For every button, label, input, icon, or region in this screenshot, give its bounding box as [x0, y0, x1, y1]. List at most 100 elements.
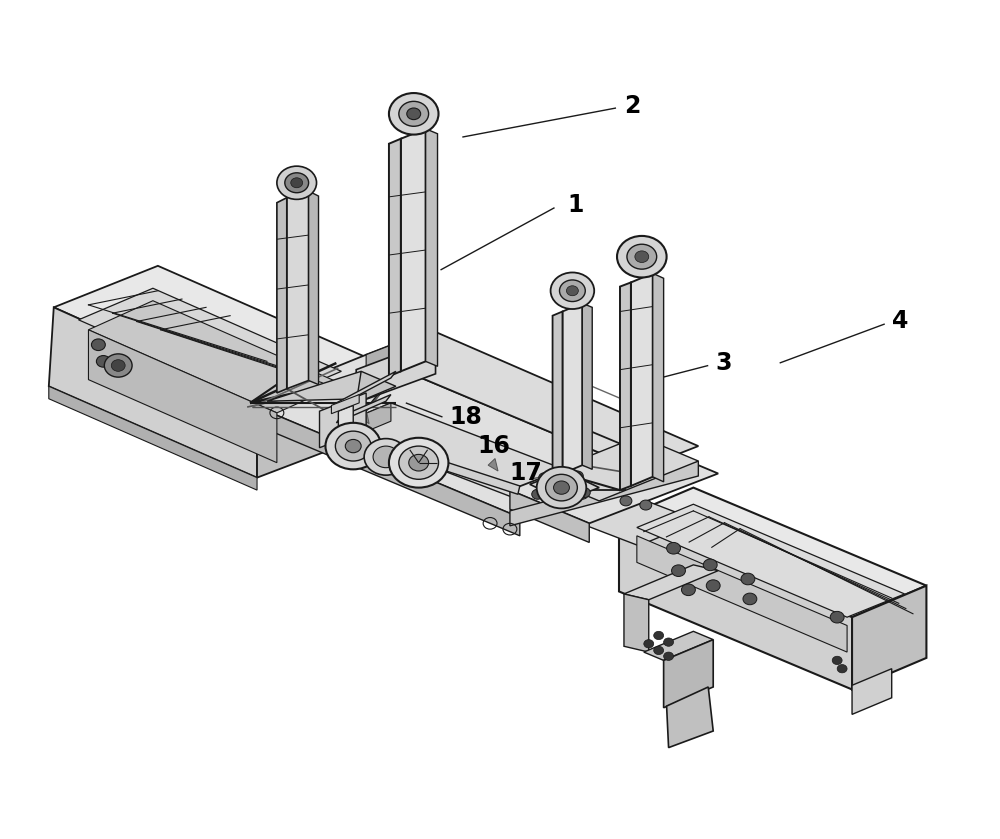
- Polygon shape: [338, 405, 353, 452]
- Circle shape: [91, 339, 105, 351]
- Polygon shape: [852, 669, 892, 714]
- Polygon shape: [267, 372, 361, 401]
- Polygon shape: [366, 330, 698, 469]
- Polygon shape: [624, 594, 649, 652]
- Circle shape: [551, 273, 594, 309]
- Circle shape: [644, 639, 654, 648]
- Polygon shape: [852, 586, 926, 690]
- Circle shape: [672, 565, 685, 576]
- Polygon shape: [356, 372, 396, 403]
- Circle shape: [571, 471, 583, 481]
- Polygon shape: [624, 565, 718, 600]
- Circle shape: [617, 236, 667, 278]
- Polygon shape: [426, 128, 438, 367]
- Polygon shape: [510, 490, 589, 543]
- Text: 2: 2: [624, 93, 640, 117]
- Circle shape: [546, 474, 577, 501]
- Circle shape: [345, 440, 361, 453]
- Polygon shape: [331, 403, 698, 545]
- Text: 3: 3: [715, 351, 732, 375]
- Polygon shape: [49, 386, 257, 490]
- Polygon shape: [359, 409, 369, 424]
- Polygon shape: [331, 372, 396, 409]
- Polygon shape: [637, 536, 847, 652]
- Text: 17: 17: [509, 461, 542, 486]
- Circle shape: [654, 646, 664, 654]
- Polygon shape: [79, 289, 341, 403]
- Circle shape: [837, 664, 847, 673]
- Polygon shape: [247, 355, 639, 518]
- Polygon shape: [510, 440, 718, 524]
- Polygon shape: [366, 330, 431, 373]
- Circle shape: [741, 573, 755, 585]
- Polygon shape: [54, 266, 366, 399]
- Polygon shape: [356, 340, 436, 403]
- Circle shape: [532, 489, 544, 499]
- Circle shape: [111, 360, 125, 372]
- Polygon shape: [277, 198, 287, 393]
- Polygon shape: [562, 303, 582, 473]
- Polygon shape: [247, 403, 520, 536]
- Polygon shape: [620, 283, 631, 490]
- Polygon shape: [510, 461, 698, 526]
- Polygon shape: [331, 394, 359, 414]
- Circle shape: [664, 652, 674, 660]
- Text: 18: 18: [449, 405, 482, 429]
- Polygon shape: [257, 357, 366, 477]
- Polygon shape: [637, 504, 905, 618]
- Polygon shape: [540, 436, 698, 501]
- Circle shape: [703, 559, 717, 571]
- Polygon shape: [287, 191, 309, 388]
- Polygon shape: [653, 274, 664, 482]
- Polygon shape: [49, 307, 257, 477]
- Circle shape: [373, 446, 399, 467]
- Polygon shape: [582, 303, 592, 469]
- Polygon shape: [421, 455, 520, 494]
- Polygon shape: [401, 128, 426, 372]
- Circle shape: [389, 438, 448, 487]
- Circle shape: [832, 656, 842, 664]
- Text: 4: 4: [892, 310, 908, 333]
- Circle shape: [566, 286, 578, 295]
- Circle shape: [578, 487, 590, 498]
- Polygon shape: [664, 639, 713, 708]
- Text: 16: 16: [477, 434, 510, 458]
- Circle shape: [399, 446, 439, 479]
- Circle shape: [539, 472, 551, 482]
- Polygon shape: [619, 487, 926, 618]
- Polygon shape: [488, 459, 498, 471]
- Circle shape: [664, 638, 674, 646]
- Polygon shape: [331, 403, 391, 446]
- Circle shape: [640, 500, 652, 510]
- Circle shape: [635, 251, 649, 263]
- Circle shape: [706, 580, 720, 591]
- Text: 1: 1: [567, 193, 584, 217]
- Circle shape: [409, 455, 429, 471]
- Circle shape: [654, 631, 664, 639]
- Polygon shape: [88, 330, 277, 462]
- Circle shape: [561, 485, 573, 495]
- Circle shape: [277, 166, 317, 200]
- Polygon shape: [320, 393, 366, 448]
- Polygon shape: [389, 138, 401, 377]
- Polygon shape: [351, 434, 445, 465]
- Circle shape: [407, 108, 421, 120]
- Circle shape: [96, 356, 110, 367]
- Circle shape: [560, 280, 585, 301]
- Circle shape: [620, 496, 632, 506]
- Circle shape: [291, 178, 303, 188]
- Circle shape: [537, 466, 586, 508]
- Circle shape: [325, 423, 381, 469]
- Circle shape: [335, 431, 371, 461]
- Circle shape: [554, 481, 569, 494]
- Circle shape: [399, 102, 429, 127]
- Polygon shape: [336, 394, 391, 423]
- Polygon shape: [667, 687, 713, 748]
- Circle shape: [104, 354, 132, 378]
- Circle shape: [576, 489, 588, 499]
- Polygon shape: [553, 311, 562, 477]
- Circle shape: [627, 244, 657, 269]
- Polygon shape: [309, 191, 319, 384]
- Circle shape: [285, 173, 309, 193]
- Circle shape: [389, 93, 439, 134]
